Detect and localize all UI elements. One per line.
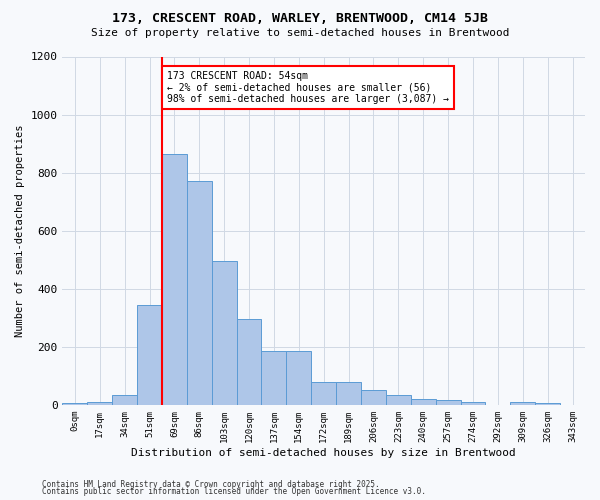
Text: 173, CRESCENT ROAD, WARLEY, BRENTWOOD, CM14 5JB: 173, CRESCENT ROAD, WARLEY, BRENTWOOD, C… — [112, 12, 488, 26]
Bar — [162, 154, 187, 405]
Bar — [436, 400, 461, 405]
Y-axis label: Number of semi-detached properties: Number of semi-detached properties — [15, 124, 25, 337]
Bar — [311, 382, 336, 405]
Bar — [262, 351, 286, 405]
Bar — [336, 382, 361, 405]
Bar — [112, 394, 137, 405]
X-axis label: Distribution of semi-detached houses by size in Brentwood: Distribution of semi-detached houses by … — [131, 448, 516, 458]
Bar — [187, 182, 212, 405]
Bar — [535, 404, 560, 405]
Bar — [511, 402, 535, 405]
Text: Contains public sector information licensed under the Open Government Licence v3: Contains public sector information licen… — [42, 488, 426, 496]
Bar — [411, 399, 436, 405]
Text: 173 CRESCENT ROAD: 54sqm
← 2% of semi-detached houses are smaller (56)
98% of se: 173 CRESCENT ROAD: 54sqm ← 2% of semi-de… — [167, 71, 449, 104]
Bar — [386, 394, 411, 405]
Bar — [62, 404, 88, 405]
Bar — [88, 402, 112, 405]
Bar — [236, 319, 262, 405]
Text: Size of property relative to semi-detached houses in Brentwood: Size of property relative to semi-detach… — [91, 28, 509, 38]
Bar — [286, 351, 311, 405]
Text: Contains HM Land Registry data © Crown copyright and database right 2025.: Contains HM Land Registry data © Crown c… — [42, 480, 380, 489]
Bar — [461, 402, 485, 405]
Bar — [212, 261, 236, 405]
Bar — [361, 390, 386, 405]
Bar — [137, 304, 162, 405]
